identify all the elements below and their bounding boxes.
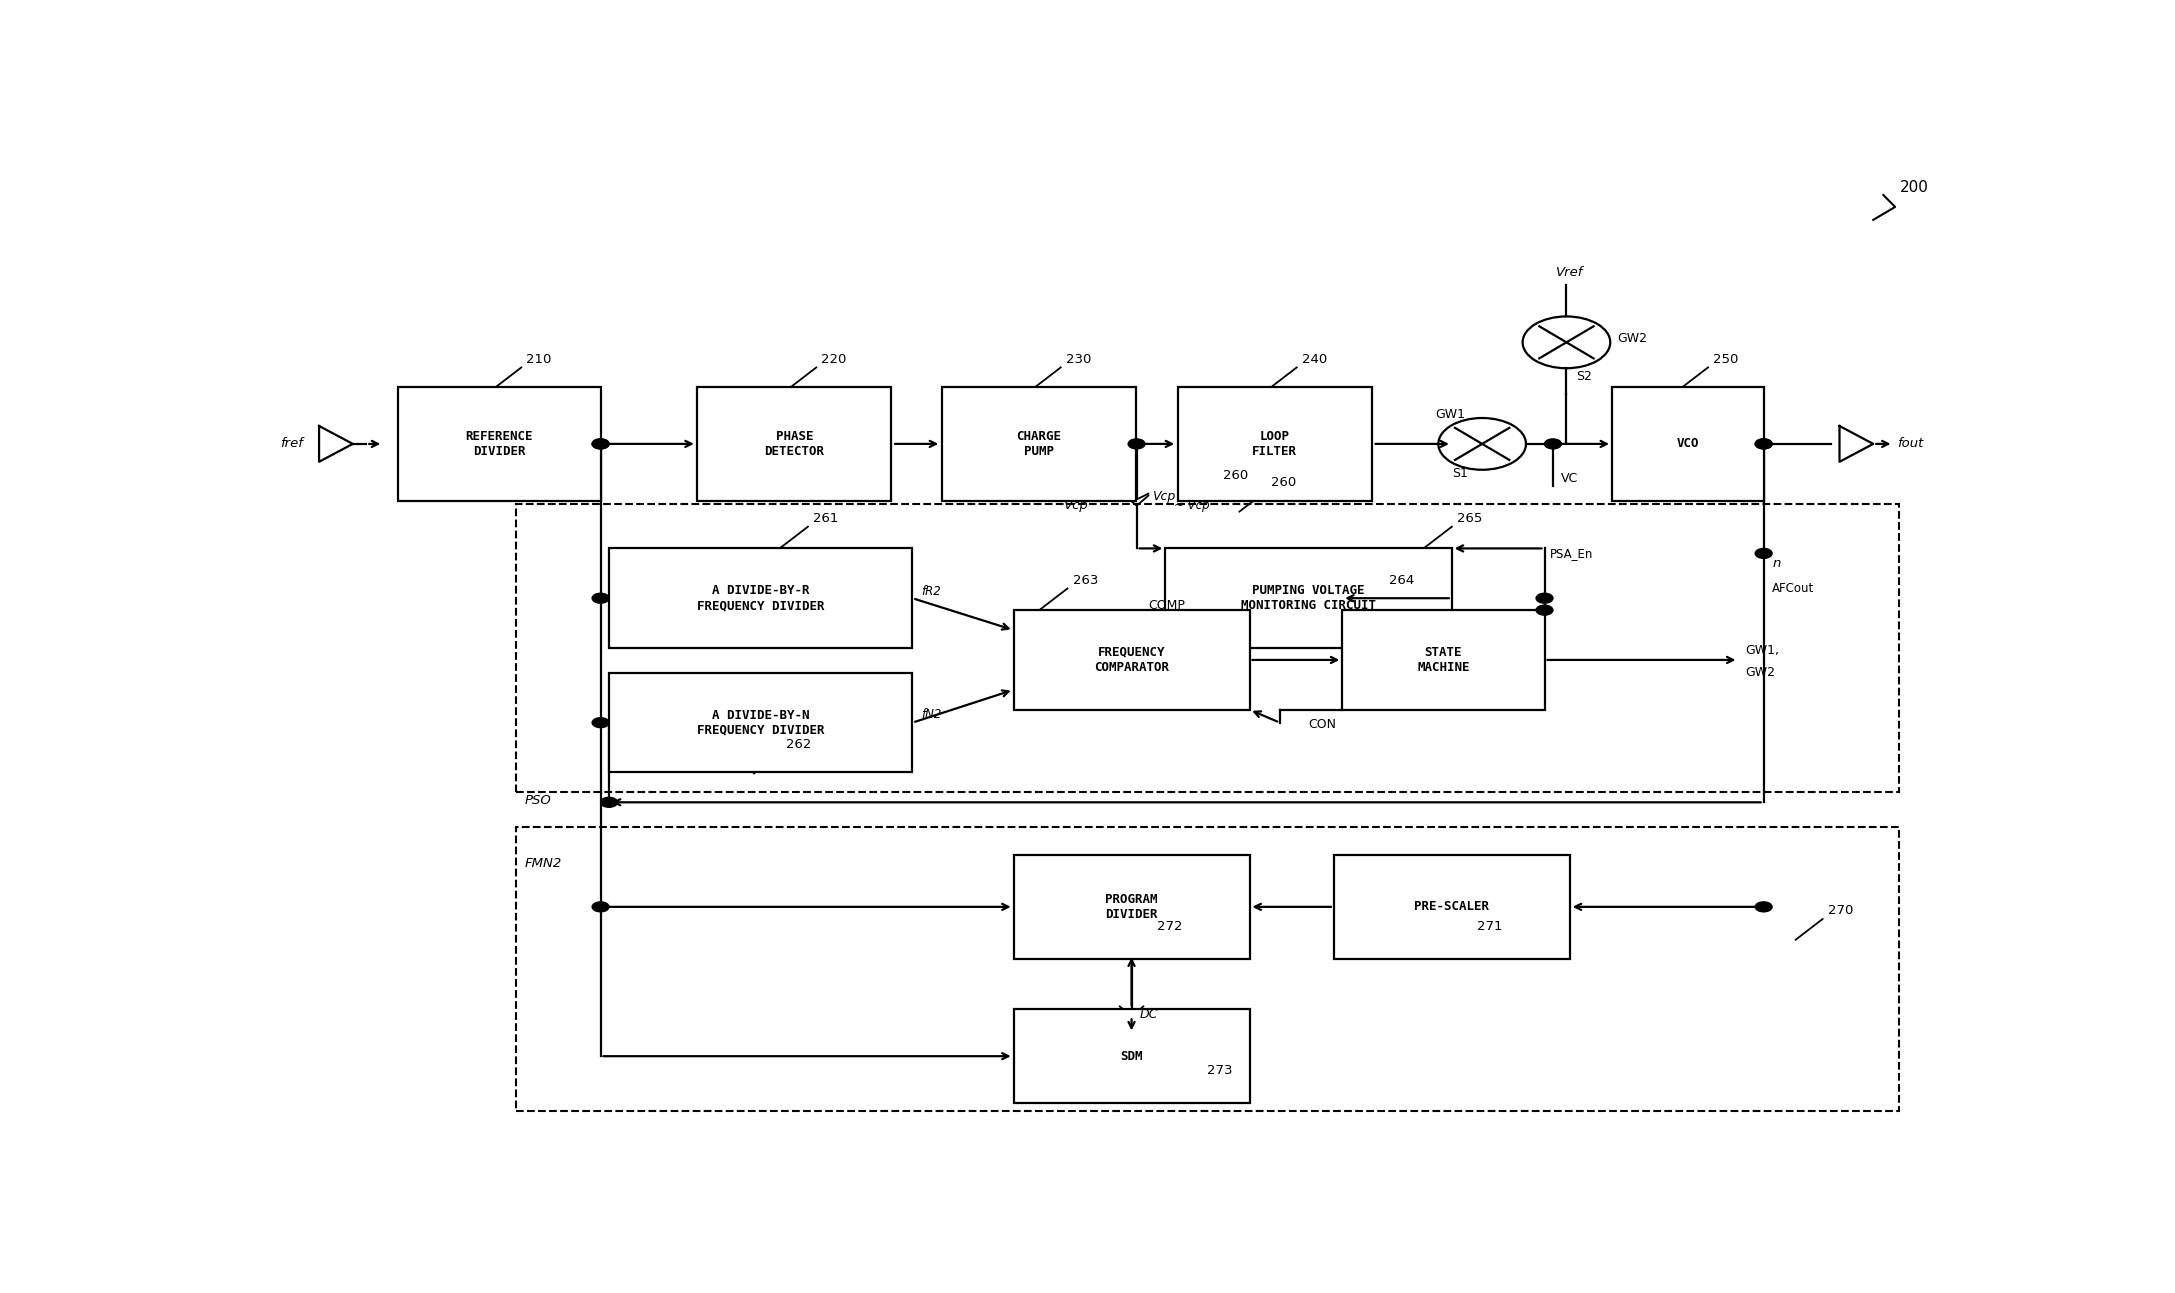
FancyBboxPatch shape: [942, 387, 1135, 502]
Text: fR2: fR2: [920, 584, 940, 597]
Circle shape: [1755, 438, 1773, 449]
Text: 264: 264: [1390, 574, 1414, 587]
Text: GW2: GW2: [1744, 666, 1775, 679]
Text: A DIVIDE-BY-R
FREQUENCY DIVIDER: A DIVIDE-BY-R FREQUENCY DIVIDER: [696, 584, 824, 612]
Text: FREQUENCY
COMPARATOR: FREQUENCY COMPARATOR: [1094, 646, 1168, 674]
Text: PSO: PSO: [524, 794, 552, 807]
Text: GW1: GW1: [1436, 407, 1466, 420]
FancyBboxPatch shape: [698, 387, 892, 502]
Circle shape: [1755, 903, 1773, 912]
Circle shape: [1755, 548, 1773, 559]
Text: fN2: fN2: [920, 709, 942, 721]
Text: 265: 265: [1457, 512, 1481, 525]
Text: 262: 262: [785, 738, 811, 751]
Text: GW2: GW2: [1616, 332, 1646, 345]
Text: SDM: SDM: [1120, 1050, 1142, 1063]
Circle shape: [592, 593, 609, 604]
Text: STATE
MACHINE: STATE MACHINE: [1418, 646, 1470, 674]
Text: 272: 272: [1157, 921, 1183, 934]
FancyBboxPatch shape: [398, 387, 600, 502]
FancyBboxPatch shape: [1014, 855, 1248, 959]
Text: DC: DC: [1140, 1007, 1159, 1021]
Text: 263: 263: [1072, 574, 1098, 587]
FancyBboxPatch shape: [1342, 610, 1544, 710]
FancyBboxPatch shape: [1333, 855, 1570, 959]
Text: PUMPING VOLTAGE
MONITORING CIRCUIT: PUMPING VOLTAGE MONITORING CIRCUIT: [1242, 584, 1377, 612]
Circle shape: [1544, 438, 1562, 449]
Text: AFCout: AFCout: [1773, 582, 1814, 595]
Text: PHASE
DETECTOR: PHASE DETECTOR: [763, 429, 824, 458]
Text: S1: S1: [1453, 467, 1468, 480]
Text: Vcp: Vcp: [1153, 490, 1174, 503]
FancyBboxPatch shape: [609, 548, 914, 648]
Text: fout: fout: [1897, 437, 1923, 450]
Text: 260: 260: [1222, 469, 1248, 482]
Text: 261: 261: [813, 512, 837, 525]
FancyBboxPatch shape: [1014, 610, 1248, 710]
Circle shape: [592, 438, 609, 449]
Circle shape: [600, 798, 618, 807]
Text: 200: 200: [1901, 180, 1929, 195]
Text: FMN2: FMN2: [524, 857, 561, 870]
Circle shape: [1129, 438, 1144, 449]
Text: COMP: COMP: [1148, 599, 1185, 612]
Text: LOOP
FILTER: LOOP FILTER: [1253, 429, 1296, 458]
Text: fref: fref: [281, 437, 302, 450]
Text: CON: CON: [1309, 718, 1335, 731]
Text: VC: VC: [1562, 472, 1579, 485]
Circle shape: [592, 718, 609, 728]
Text: GW1,: GW1,: [1744, 644, 1779, 657]
Circle shape: [1536, 605, 1553, 615]
Text: 270: 270: [1827, 904, 1853, 918]
Text: Vref: Vref: [1557, 266, 1583, 279]
Circle shape: [1536, 593, 1553, 604]
Text: PROGRAM
DIVIDER: PROGRAM DIVIDER: [1105, 893, 1157, 921]
FancyBboxPatch shape: [1166, 548, 1453, 648]
Circle shape: [592, 438, 609, 449]
Circle shape: [592, 903, 609, 912]
Text: 220: 220: [822, 353, 846, 366]
Text: 230: 230: [1066, 353, 1092, 366]
Text: A DIVIDE-BY-N
FREQUENCY DIVIDER: A DIVIDE-BY-N FREQUENCY DIVIDER: [696, 709, 824, 737]
Text: Vcp: Vcp: [1064, 499, 1090, 512]
FancyBboxPatch shape: [1014, 1009, 1248, 1103]
Text: VCO: VCO: [1677, 437, 1699, 450]
Text: 210: 210: [526, 353, 552, 366]
Text: S2: S2: [1577, 370, 1592, 383]
Text: PRE-SCALER: PRE-SCALER: [1414, 900, 1490, 913]
Text: 260: 260: [1272, 476, 1296, 489]
FancyBboxPatch shape: [1179, 387, 1372, 502]
Text: 240: 240: [1303, 353, 1327, 366]
Text: 271: 271: [1477, 921, 1503, 934]
FancyBboxPatch shape: [1612, 387, 1764, 502]
Text: PSA_En: PSA_En: [1549, 547, 1592, 560]
Text: CHARGE
PUMP: CHARGE PUMP: [1016, 429, 1061, 458]
Text: 250: 250: [1714, 353, 1738, 366]
Text: REFERENCE
DIVIDER: REFERENCE DIVIDER: [465, 429, 533, 458]
FancyBboxPatch shape: [609, 672, 914, 772]
Text: n: n: [1773, 557, 1781, 570]
Text: ~ Vcp: ~ Vcp: [1174, 499, 1209, 512]
Circle shape: [1755, 438, 1773, 449]
Text: 273: 273: [1207, 1064, 1233, 1077]
